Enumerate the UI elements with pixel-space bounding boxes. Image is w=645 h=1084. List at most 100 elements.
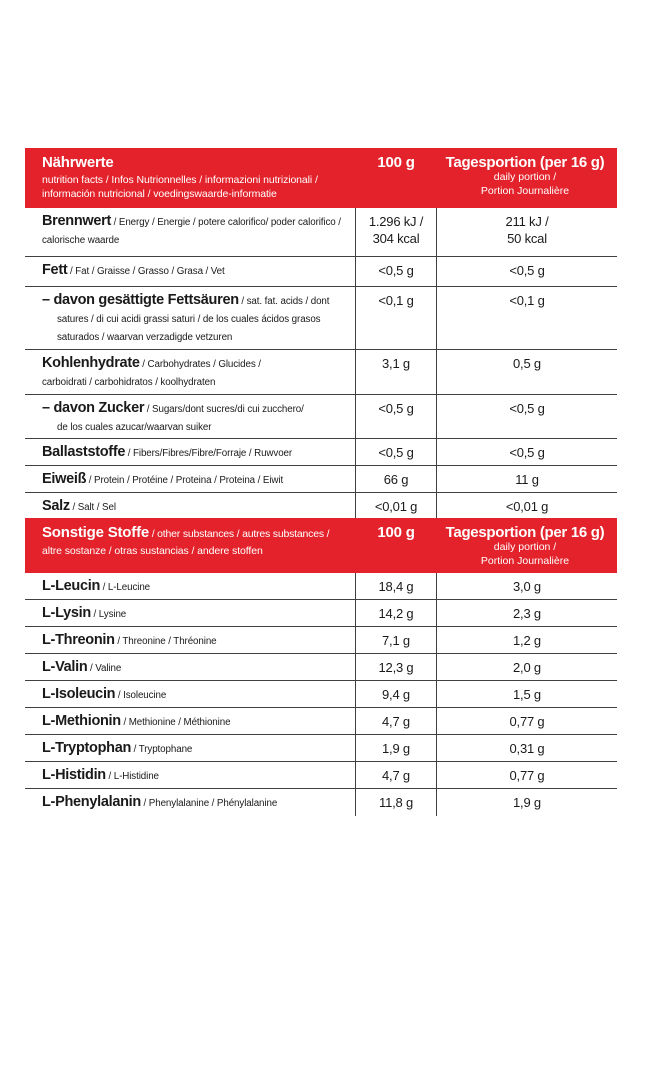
nutrient-label-cell: L-Valin / Valine	[25, 654, 355, 680]
value-per-100g: <0,5 g	[355, 439, 437, 466]
nutrient-label: Kohlenhydrate / Carbohydrates / Glucides…	[42, 354, 347, 391]
value-per-portion: 11 g	[515, 472, 539, 488]
nutrient-label: L-Lysin / Lysine	[42, 604, 347, 622]
value-per-100g: 12,3 g	[355, 653, 437, 680]
nutrient-label-cell: Brennwert / Energy / Energie / potere ca…	[25, 208, 355, 256]
nutrient-translations: / L-Histidine	[105, 770, 159, 782]
nutrient-label: L-Tryptophan / Tryptophane	[42, 739, 347, 757]
column-header-portion-sub2: Portion Journalière	[480, 184, 570, 197]
table-row: L-Leucin / L-Leucine 18,4 g 3,0 g	[25, 572, 617, 600]
nutrient-label: L-Histidin / L-Histidine	[42, 766, 347, 784]
table-row: L-Valin / Valine 12,3 g 2,0 g	[25, 653, 617, 681]
table-section: Sonstige Stoffe / other substances / aut…	[25, 518, 617, 816]
value-per-portion: <0,5 g	[509, 400, 545, 416]
value-per-portion: 0,31 g	[509, 740, 545, 756]
nutrient-label: Eiweiß / Protein / Protéine / Proteina /…	[42, 470, 347, 488]
section-header-label-cell: Nährwerte nutrition facts / Infos Nutrio…	[25, 148, 355, 208]
section-rows: L-Leucin / L-Leucine 18,4 g 3,0 g L-Lysi…	[25, 572, 617, 816]
column-header-portion-cell: Tagesportion (per 16 g) daily portion / …	[437, 518, 617, 573]
section-title: Nährwerte	[42, 154, 114, 171]
section-title-line: Nährwerte	[42, 154, 351, 172]
nutrient-label-cell: L-Tryptophan / Tryptophane	[25, 735, 355, 761]
nutrient-label-cell: – davon Zucker / Sugars/dont sucres/di c…	[25, 395, 355, 439]
section-subtitle: nutrition facts / Infos Nutrionnelles / …	[42, 174, 318, 201]
column-header-portion-sub2: Portion Journalière	[480, 555, 570, 568]
value-per-portion: 1,9 g	[513, 794, 541, 810]
nutrient-label: Salz / Salt / Sel	[42, 497, 347, 515]
table-row: L-Lysin / Lysine 14,2 g 2,3 g	[25, 599, 617, 627]
table-row: Kohlenhydrate / Carbohydrates / Glucides…	[25, 349, 617, 395]
value-per-100g: <0,5 g	[355, 256, 437, 286]
nutrient-term: Ballaststoffe	[42, 444, 126, 461]
value-per-portion: 2,0 g	[513, 659, 541, 675]
nutrient-term: L-Tryptophan	[42, 739, 132, 756]
nutrient-translations: / Isoleucine	[115, 689, 167, 701]
value-per-portion: <0,01 g	[505, 498, 549, 514]
table-row: – davon Zucker / Sugars/dont sucres/di c…	[25, 394, 617, 440]
nutrient-translations: / Energy / Energie / potere calorifico/ …	[42, 216, 341, 247]
column-header-portion-title: Tagesportion (per 16 g)	[445, 154, 605, 171]
nutrient-translations: / L-Leucine	[100, 581, 151, 593]
value-per-100g: <0,5 g	[355, 394, 437, 439]
value-per-portion: <0,5 g	[509, 445, 545, 461]
table-row: L-Isoleucin / Isoleucine 9,4 g 1,5 g	[25, 680, 617, 708]
section-title-translations: / other substances / autres substances /	[149, 528, 330, 541]
nutrient-label-cell: Fett / Fat / Graisse / Grasso / Grasa / …	[25, 257, 355, 286]
nutrient-label-cell: L-Methionin / Methionine / Méthionine	[25, 708, 355, 734]
value-per-portion: 211 kJ / 50 kcal	[505, 213, 549, 246]
value-per-100g: 1,9 g	[355, 734, 437, 761]
nutrient-translations: / Methionine / Méthionine	[120, 716, 231, 728]
nutrient-term: L-Methionin	[42, 712, 121, 729]
nutrient-label-cell: Eiweiß / Protein / Protéine / Proteina /…	[25, 466, 355, 491]
value-per-100g: 1.296 kJ / 304 kcal	[355, 207, 437, 256]
table-row: Eiweiß / Protein / Protéine / Proteina /…	[25, 466, 617, 493]
nutrient-label: Ballaststoffe / Fibers/Fibres/Fibre/Forr…	[42, 443, 347, 461]
nutrient-translations: / Lysine	[90, 608, 127, 620]
table-section: Nährwerte nutrition facts / Infos Nutrio…	[25, 148, 617, 519]
table-row: L-Tryptophan / Tryptophane 1,9 g 0,31 g	[25, 734, 617, 762]
nutrient-term: L-Valin	[42, 658, 88, 675]
nutrient-label: L-Phenylalanin / Phenylalanine / Phényla…	[42, 793, 347, 811]
nutrient-label: L-Leucin / L-Leucine	[42, 577, 347, 595]
value-per-portion: 0,77 g	[509, 713, 545, 729]
table-row: L-Threonin / Threonine / Thréonine 7,1 g…	[25, 626, 617, 654]
nutrient-label-cell: L-Threonin / Threonine / Thréonine	[25, 627, 355, 653]
column-header-per-100g: 100 g	[377, 154, 415, 171]
table-row: – davon gesättigte Fettsäuren / sat. fat…	[25, 286, 617, 350]
nutrient-label: L-Valin / Valine	[42, 658, 347, 676]
nutrient-label-cell: L-Leucin / L-Leucine	[25, 573, 355, 599]
nutrient-term: L-Histidin	[42, 766, 106, 783]
value-per-portion: 0,5 g	[513, 355, 541, 371]
nutrient-term: L-Leucin	[42, 577, 101, 594]
nutrient-label-cell: Kohlenhydrate / Carbohydrates / Glucides…	[25, 350, 355, 394]
nutrient-label: Brennwert / Energy / Energie / potere ca…	[42, 212, 347, 249]
nutrition-facts-table: Nährwerte nutrition facts / Infos Nutrio…	[25, 148, 617, 816]
value-per-100g: 4,7 g	[355, 707, 437, 734]
nutrient-label: – davon gesättigte Fettsäuren / sat. fat…	[42, 291, 347, 346]
nutrient-label: L-Threonin / Threonine / Thréonine	[42, 631, 347, 649]
nutrient-label-cell: L-Lysin / Lysine	[25, 600, 355, 626]
value-per-100g: <0,1 g	[355, 286, 437, 349]
value-per-100g: 11,8 g	[355, 788, 437, 816]
nutrient-term: Salz	[42, 497, 70, 514]
column-header-portion-cell: Tagesportion (per 16 g) daily portion / …	[437, 148, 617, 208]
nutrient-label-cell: Ballaststoffe / Fibers/Fibres/Fibre/Forr…	[25, 439, 355, 465]
nutrient-translations: / Threonine / Thréonine	[114, 635, 217, 647]
value-per-portion: <0,1 g	[509, 292, 545, 308]
nutrient-term: L-Lysin	[42, 604, 91, 621]
nutrient-term: – davon Zucker	[42, 399, 145, 416]
section-subtitle: altre sostanze / otras sustancias / ande…	[42, 544, 263, 557]
section-rows: Brennwert / Energy / Energie / potere ca…	[25, 207, 617, 519]
section-header: Sonstige Stoffe / other substances / aut…	[25, 518, 617, 573]
table-row: L-Phenylalanin / Phenylalanine / Phényla…	[25, 788, 617, 816]
nutrient-term: Brennwert	[42, 212, 112, 229]
table-row: Brennwert / Energy / Energie / potere ca…	[25, 207, 617, 257]
value-per-100g: 14,2 g	[355, 599, 437, 626]
value-per-100g: 9,4 g	[355, 680, 437, 707]
value-per-portion: <0,5 g	[509, 262, 545, 278]
table-row: L-Histidin / L-Histidine 4,7 g 0,77 g	[25, 761, 617, 789]
value-per-100g: 3,1 g	[355, 349, 437, 394]
nutrient-translations: / Phenylalanine / Phénylalanine	[140, 797, 278, 809]
nutrient-translations: / Carbohydrates / Glucides / carboidrati…	[42, 358, 261, 389]
nutrient-translations: / Valine	[87, 662, 122, 674]
